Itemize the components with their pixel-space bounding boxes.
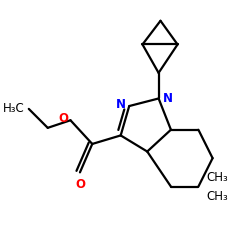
Text: CH₃: CH₃ <box>206 170 228 183</box>
Text: CH₃: CH₃ <box>206 190 228 202</box>
Text: O: O <box>58 112 68 125</box>
Text: N: N <box>162 92 172 105</box>
Text: H₃C: H₃C <box>3 102 25 116</box>
Text: O: O <box>75 178 85 191</box>
Text: N: N <box>116 98 126 111</box>
